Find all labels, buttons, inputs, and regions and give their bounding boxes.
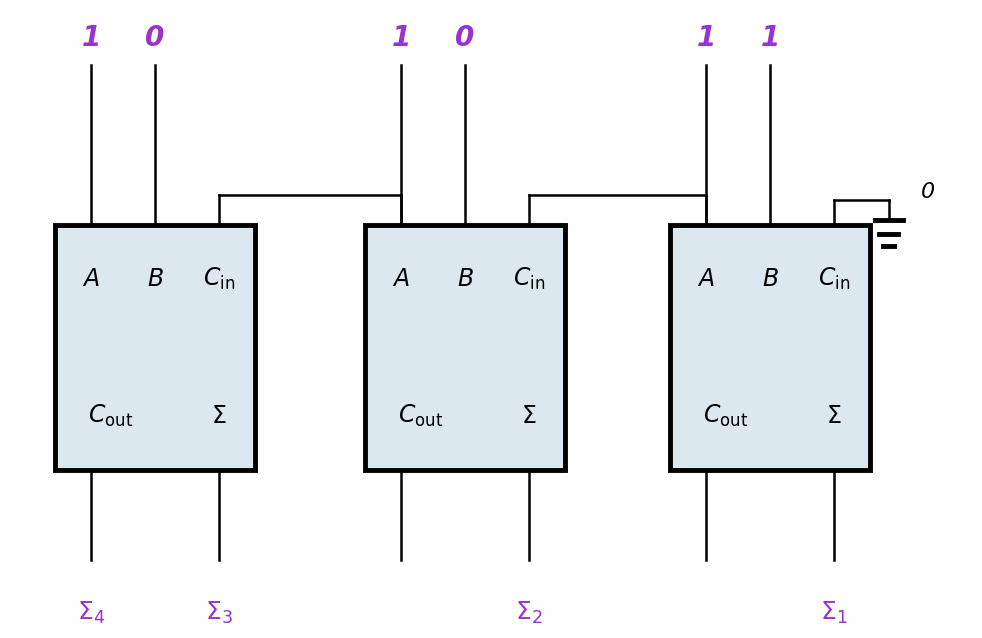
Text: $A$: $A$ (697, 267, 715, 291)
Text: $C_{\rm in}$: $C_{\rm in}$ (818, 266, 850, 292)
Text: $\Sigma_3$: $\Sigma_3$ (205, 600, 233, 627)
Text: $C_{\rm in}$: $C_{\rm in}$ (513, 266, 545, 292)
Text: $\Sigma_2$: $\Sigma_2$ (516, 600, 543, 627)
Text: $A$: $A$ (392, 267, 409, 291)
Text: $\Sigma$: $\Sigma$ (211, 404, 227, 428)
Bar (365, 225, 565, 470)
Text: $B$: $B$ (146, 267, 163, 291)
Bar (55, 225, 255, 470)
Text: 0: 0 (921, 182, 935, 202)
Text: $B$: $B$ (457, 267, 473, 291)
Text: 1: 1 (760, 24, 780, 52)
Text: 1: 1 (82, 24, 100, 52)
Text: $C_{\rm out}$: $C_{\rm out}$ (703, 403, 748, 429)
Text: $\Sigma$: $\Sigma$ (521, 404, 537, 428)
Text: $\Sigma_1$: $\Sigma_1$ (820, 600, 847, 627)
Text: 1: 1 (696, 24, 716, 52)
Text: $C_{\rm in}$: $C_{\rm in}$ (203, 266, 235, 292)
Bar (670, 225, 870, 470)
Text: 1: 1 (392, 24, 410, 52)
Text: $C_{\rm out}$: $C_{\rm out}$ (88, 403, 134, 429)
Text: $A$: $A$ (82, 267, 100, 291)
Text: 0: 0 (456, 24, 474, 52)
Text: $C_{\rm out}$: $C_{\rm out}$ (399, 403, 444, 429)
Text: $B$: $B$ (762, 267, 779, 291)
Text: $\Sigma$: $\Sigma$ (826, 404, 842, 428)
Text: $\Sigma_4$: $\Sigma_4$ (77, 600, 105, 627)
Text: 0: 0 (145, 24, 165, 52)
